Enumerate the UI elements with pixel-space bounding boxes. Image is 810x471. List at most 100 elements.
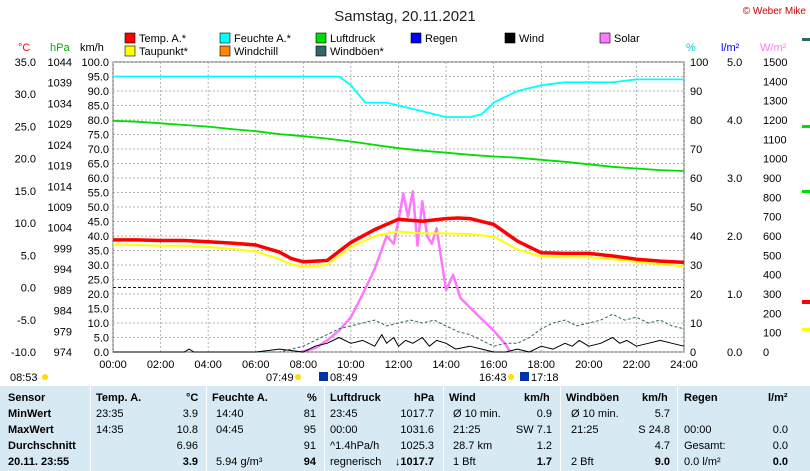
legend-label: Solar [614, 33, 640, 45]
solar-tick-label: 1500 [763, 57, 787, 69]
cell-pres-val: 1017.7 [400, 408, 434, 420]
cell-wind-val: 0.9 [536, 408, 552, 420]
header-wind: Wind [449, 392, 476, 404]
cell-gust-val: S 24.8 [638, 424, 670, 436]
pressure-tick-label: 1044 [48, 57, 72, 69]
series-feuchte-a-line [113, 75, 684, 118]
cell-hum-val: 81 [303, 408, 316, 420]
axis-unit-labels: °C hPa km/h % l/m² W/m² [18, 42, 787, 54]
right-edge-markers [802, 38, 810, 331]
header-sensor: Sensor [8, 392, 46, 404]
solar-tick-label: 0 [763, 347, 769, 359]
cell-label: 20.11. 23:55 [8, 456, 70, 468]
wind-tick-label: 50.0 [88, 202, 109, 214]
humidity-tick-label: 0 [690, 347, 696, 359]
pressure-tick-label: 1029 [48, 119, 72, 131]
x-tick-label: 14:00 [432, 359, 460, 371]
humidity-tick-label: 50 [690, 202, 702, 214]
legend-label: Wind [519, 33, 544, 45]
header-rain: Regen [684, 392, 718, 404]
pressure-tick-label: 1034 [48, 98, 72, 110]
wind-tick-label: 90.0 [88, 86, 109, 98]
wind-tick-label: 60.0 [88, 173, 109, 185]
solar-tick-label: 400 [763, 270, 781, 282]
wind-tick-label: 65.0 [88, 159, 109, 171]
cell-hum-val: 91 [303, 440, 316, 452]
solar-tick-label: 700 [763, 212, 781, 224]
series-windb-en-line [113, 313, 685, 353]
temp-tick-label: 35.0 [15, 57, 36, 69]
cell-wind-text: Ø 10 min. [453, 408, 501, 420]
legend-label: Windchill [234, 46, 278, 58]
rain-tick-label: 4.0 [727, 115, 742, 127]
wind-tick-label: 70.0 [88, 144, 109, 156]
header-temp: Temp. A. [96, 392, 142, 404]
series-luftdruck-line [112, 119, 685, 172]
cell-temp-time: 14:35 [96, 424, 124, 436]
cell-temp-val: 3.9 [182, 408, 198, 420]
legend-swatch [504, 32, 516, 44]
cell-pres-val: ↓1017.7 [394, 456, 434, 468]
humidity-tick-label: 30 [690, 260, 702, 272]
pressure-axis-unit: hPa [50, 42, 70, 54]
humidity-tick-label: 100 [690, 57, 708, 69]
pressure-tick-label: 989 [54, 285, 72, 297]
x-tick-label: 18:00 [527, 359, 555, 371]
sun-icon [42, 374, 48, 380]
x-tick-label: 04:00 [194, 359, 222, 371]
cell-temp-val: 10.8 [176, 424, 198, 436]
cell-pres-time: ^1.4hPa/h [330, 440, 380, 452]
series-temp-a-line [113, 216, 685, 265]
temp-tick-label: 15.0 [15, 186, 36, 198]
legend-label: Temp. A.* [139, 33, 187, 45]
header-temp-unit: °C [186, 392, 199, 404]
edge-marker [802, 328, 810, 331]
humidity-axis-unit: % [686, 42, 696, 54]
left-time-label: 08:53 [10, 372, 38, 384]
cell-label: MinWert [8, 408, 52, 420]
rain-tick-label: 2.0 [727, 231, 742, 243]
pressure-tick-label: 1039 [48, 78, 72, 90]
cell-temp-val: 3.9 [182, 456, 198, 468]
x-tick-label: 00:00 [99, 359, 127, 371]
cell-pres-val: 1031.6 [400, 424, 434, 436]
wind-tick-label: 75.0 [88, 130, 109, 142]
wind-tick-label: 45.0 [88, 217, 109, 229]
solar-axis-unit: W/m² [760, 42, 787, 54]
header-humidity-unit: % [307, 392, 317, 404]
legend: Temp. A.* Feuchte A.* Luftdruck Regen Wind So… [124, 32, 640, 58]
edge-marker [802, 300, 810, 304]
legend-label: Taupunkt* [139, 46, 189, 58]
header-pressure-unit: hPa [414, 392, 435, 404]
cell-temp-time: 23:35 [96, 408, 124, 420]
cell-label: Durchschnitt [8, 440, 76, 452]
temp-tick-label: 5.0 [21, 250, 36, 262]
header-pressure: Luftdruck [330, 392, 381, 404]
wind-tick-label: 5.0 [94, 333, 109, 345]
header-wind-unit: km/h [524, 392, 550, 404]
wind-tick-label: 35.0 [88, 246, 109, 258]
temp-tick-label: 25.0 [15, 121, 36, 133]
legend-label: Feuchte A.* [234, 33, 292, 45]
pressure-tick-label: 1014 [48, 181, 72, 193]
dawn-time-label: 07:49 [266, 372, 294, 384]
solar-tick-label: 1300 [763, 96, 787, 108]
temp-axis-unit: °C [18, 42, 30, 54]
sunrise-icon [319, 372, 328, 381]
solar-tick-label: 1000 [763, 154, 787, 166]
cell-temp-val: 6.96 [176, 440, 198, 452]
legend-swatch [410, 32, 422, 44]
solar-tick-label: 100 [763, 328, 781, 340]
cell-rain-text: Gesamt: [684, 440, 726, 452]
table-row: MinWert 23:35 3.9 14:40 81 23:45 1017.7 Ø 10 mi… [0, 406, 810, 422]
solar-tick-label: 900 [763, 173, 781, 185]
cell-rain-val: 0.0 [772, 440, 788, 452]
legend-swatch [315, 32, 327, 44]
wind-tick-label: 85.0 [88, 101, 109, 113]
statistics-table: Sensor Temp. A. °C Feuchte A. % Luftdruc… [0, 386, 810, 471]
legend-swatch [219, 45, 231, 57]
wind-tick-label: 10.0 [88, 318, 109, 330]
solar-tick-label: 600 [763, 231, 781, 243]
x-tick-label: 10:00 [337, 359, 365, 371]
table-row: MaxWert 14:35 10.8 04:45 95 00:00 1031.6 21:25 S… [0, 422, 810, 438]
